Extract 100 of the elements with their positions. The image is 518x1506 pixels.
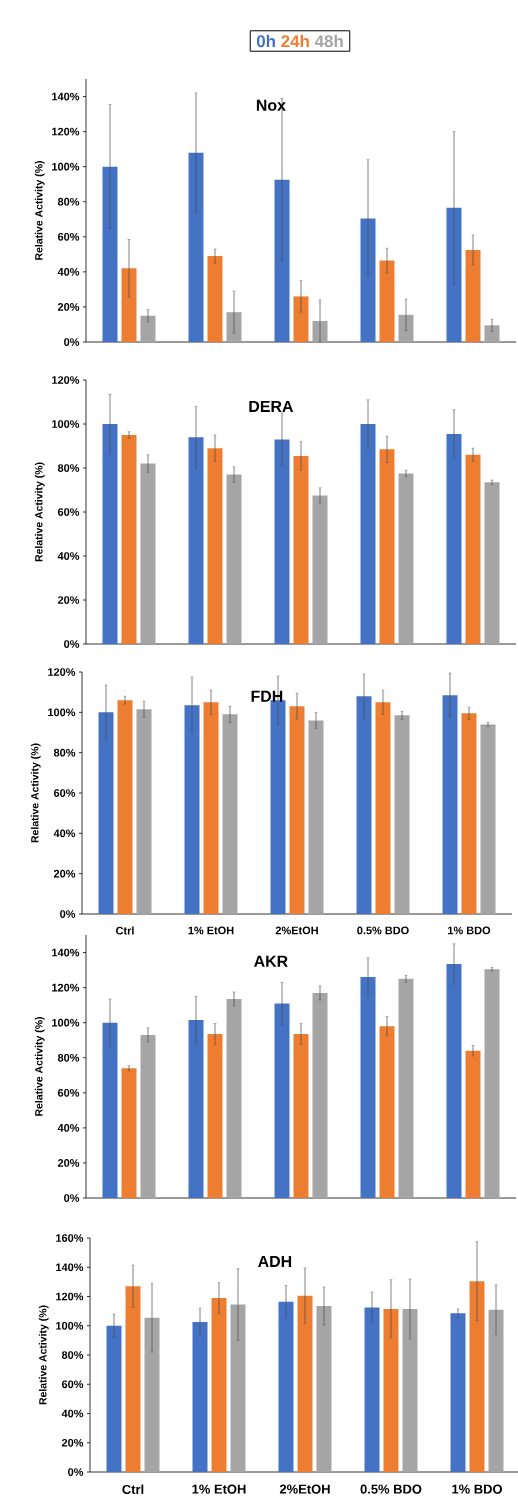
y-axis-title: Relative Activity (%): [38, 1305, 49, 1405]
y-tick-label: 120%: [48, 668, 76, 676]
bar: [117, 700, 133, 915]
y-tick-label: 20%: [57, 303, 80, 311]
x-tick-label: 1% EtOH: [188, 926, 234, 935]
bar: [461, 713, 477, 915]
bar: [121, 1068, 137, 1199]
bar: [360, 424, 376, 645]
bar: [375, 702, 391, 915]
y-tick-label: 40%: [61, 1409, 84, 1418]
bar: [230, 1304, 246, 1473]
bar: [297, 1295, 313, 1473]
y-tick-label: 60%: [57, 232, 80, 241]
bar: [140, 463, 156, 645]
bar: [450, 1313, 466, 1473]
bar: [316, 1306, 332, 1473]
text: Nox: [256, 99, 286, 111]
bar: [379, 260, 395, 342]
bar: [226, 999, 242, 1199]
text: 24h: [281, 34, 309, 48]
x-tick-label: 1% EtOH: [192, 1484, 246, 1494]
bar: [379, 1026, 395, 1199]
bar: [293, 296, 309, 342]
bar: [465, 1050, 481, 1199]
bar: [203, 702, 219, 915]
bar: [144, 1317, 160, 1473]
bar: [356, 696, 372, 915]
text: AKR: [254, 955, 288, 967]
y-tick-label: 160%: [56, 1234, 84, 1242]
y-tick-label: 20%: [57, 1159, 80, 1167]
y-tick-label: 40%: [57, 552, 80, 560]
y-tick-label: 0%: [64, 338, 80, 346]
text: 0h: [256, 34, 275, 48]
bar: [446, 963, 462, 1199]
text: FDH: [251, 690, 283, 702]
bar: [98, 712, 114, 915]
text: ADH: [258, 1255, 292, 1267]
y-tick-label: 20%: [61, 1438, 84, 1447]
y-tick-label: 60%: [53, 789, 76, 797]
y-tick-label: 80%: [57, 464, 80, 472]
x-tick-label: 2%EtOH: [275, 926, 318, 935]
bar: [106, 1325, 122, 1473]
bar: [121, 268, 137, 342]
bar: [207, 1034, 223, 1199]
bar: [402, 1308, 418, 1473]
bar: [484, 325, 500, 342]
bar: [140, 1034, 156, 1199]
bar: [383, 1308, 399, 1473]
bar: [270, 700, 286, 915]
bar: [488, 1309, 504, 1473]
bar: [274, 439, 290, 645]
bar: [102, 1022, 118, 1199]
bar: [364, 1307, 380, 1473]
bar: [398, 473, 414, 645]
y-axis-title: Relative Activity (%): [34, 462, 45, 562]
bar: [211, 1297, 227, 1473]
bar: [207, 448, 223, 645]
y-tick-label: 140%: [56, 1263, 84, 1272]
y-tick-label: 80%: [53, 748, 76, 757]
y-tick-label: 100%: [52, 162, 80, 171]
bar: [312, 495, 328, 645]
y-tick-label: 80%: [57, 197, 80, 206]
y-tick-label: 120%: [56, 1292, 84, 1301]
bar: [480, 724, 496, 915]
y-tick-label: 120%: [52, 983, 80, 992]
bar: [446, 433, 462, 645]
y-tick-label: 120%: [52, 376, 80, 384]
bar: [222, 714, 238, 915]
bar: [360, 218, 376, 342]
y-tick-label: 120%: [52, 127, 80, 136]
y-tick-label: 80%: [61, 1351, 84, 1359]
y-tick-label: 0%: [64, 640, 80, 648]
x-tick-label: 1% BDO: [452, 1484, 502, 1494]
y-axis-title: Relative Activity (%): [34, 1017, 45, 1116]
y-tick-label: 60%: [61, 1380, 84, 1389]
bar: [136, 709, 152, 915]
bar: [188, 437, 204, 645]
bar: [121, 435, 137, 645]
y-tick-label: 40%: [57, 268, 80, 276]
bar: [274, 1003, 290, 1199]
x-tick-label: 1% BDO: [448, 926, 491, 935]
y-tick-label: 0%: [60, 910, 76, 918]
y-tick-label: 40%: [57, 1124, 80, 1132]
bar: [140, 315, 156, 342]
x-tick-label: 2%EtOH: [279, 1484, 330, 1494]
bar: [207, 256, 223, 342]
bar: [293, 455, 309, 645]
bar: [442, 695, 458, 915]
bar: [394, 715, 410, 915]
y-tick-label: 20%: [57, 596, 80, 604]
y-tick-label: 100%: [48, 708, 76, 717]
y-axis-title: Relative Activity (%): [30, 743, 41, 843]
bar: [484, 969, 500, 1199]
bar: [360, 977, 376, 1199]
bar: [484, 482, 500, 645]
bar: [308, 720, 324, 915]
bar: [379, 449, 395, 645]
bar: [192, 1322, 208, 1473]
y-axis-title: Relative Activity (%): [34, 161, 45, 260]
bar: [188, 1020, 204, 1199]
